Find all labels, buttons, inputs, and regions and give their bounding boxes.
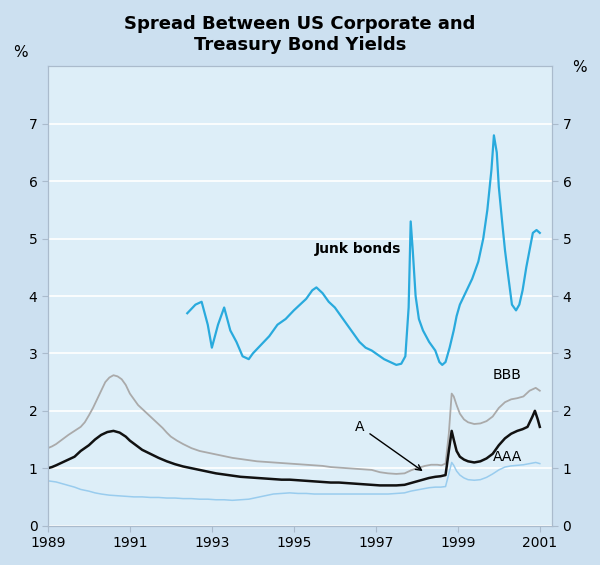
Y-axis label: %: % bbox=[572, 59, 587, 75]
Text: BBB: BBB bbox=[493, 368, 521, 383]
Y-axis label: %: % bbox=[13, 45, 28, 59]
Text: AAA: AAA bbox=[493, 450, 522, 464]
Text: Junk bonds: Junk bonds bbox=[314, 242, 401, 256]
Title: Spread Between US Corporate and
Treasury Bond Yields: Spread Between US Corporate and Treasury… bbox=[124, 15, 476, 54]
Text: A: A bbox=[355, 420, 421, 470]
